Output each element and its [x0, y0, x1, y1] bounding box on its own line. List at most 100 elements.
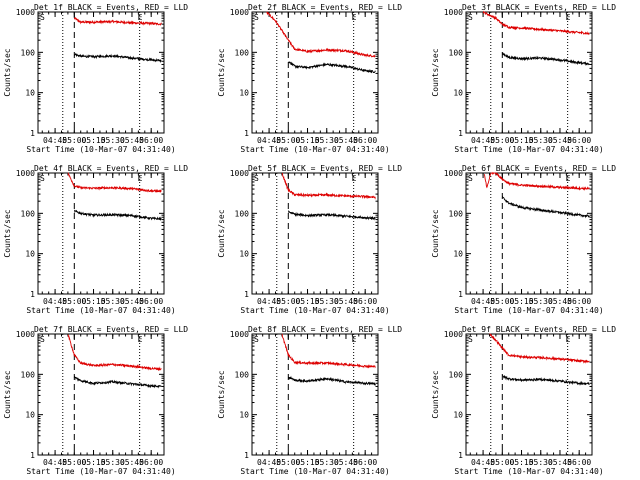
x-tick-label: 05:15 [295, 458, 319, 467]
series-line-events [73, 375, 162, 389]
x-tick-label: 05:15 [81, 458, 105, 467]
y-tick-label: 100 [235, 209, 250, 218]
x-tick-label: 05:15 [509, 458, 533, 467]
start-marker-label: S [468, 174, 473, 183]
y-tick-label: 10 [453, 89, 463, 98]
panel-det-7: Det 7f BLACK = Events, RED = LLD 1 10 100 10… [3, 325, 188, 476]
panel-det-4: Det 4f BLACK = Events, RED = LLD 1 10 100 10… [3, 164, 188, 315]
y-tick-label: 100 [21, 48, 36, 57]
x-tick-label: 05:30 [315, 297, 339, 306]
start-marker-label: S [40, 13, 45, 22]
x-tick-label: 05:30 [529, 297, 553, 306]
y-axis-label: Counts/sec [3, 370, 12, 418]
y-tick-label: 1 [458, 290, 463, 299]
series-line-events [287, 61, 376, 74]
y-tick-label: 1000 [444, 169, 463, 178]
x-tick-label: 06:00 [567, 297, 591, 306]
x-tick-label: 05:00 [62, 136, 86, 145]
x-tick-label: 06:00 [139, 297, 163, 306]
panel-det-9: Det 9f BLACK = Events, RED = LLD 1 10 100 10… [431, 325, 616, 476]
x-tick-label: 06:00 [353, 458, 377, 467]
x-tick-label: 05:30 [529, 458, 553, 467]
x-tick-label: 05:15 [295, 136, 319, 145]
series-line-events [501, 52, 590, 66]
panel-title: Det 3f BLACK = Events, RED = LLD [462, 3, 616, 12]
x-tick-label: 05:00 [490, 458, 514, 467]
y-tick-label: 100 [21, 370, 36, 379]
plot-frame [251, 11, 379, 134]
y-tick-label: 1 [30, 129, 35, 138]
panel-det-1: Det 1f BLACK = Events, RED = LLD 1 10 100 10… [3, 3, 188, 154]
start-marker-label: S [254, 335, 259, 344]
x-tick-label: 05:30 [315, 458, 339, 467]
y-tick-label: 10 [453, 411, 463, 420]
x-tick-label: 04:45 [471, 136, 495, 145]
x-tick-label: 06:00 [353, 297, 377, 306]
y-tick-label: 1 [244, 290, 249, 299]
y-tick-label: 10 [453, 250, 463, 259]
series-line-lld [281, 333, 376, 369]
series-line-lld [73, 16, 162, 26]
series-line-lld [281, 172, 376, 200]
x-tick-label: 05:15 [81, 297, 105, 306]
x-tick-label: 05:45 [548, 458, 572, 467]
x-tick-label: 06:00 [139, 458, 163, 467]
x-tick-label: 05:45 [548, 136, 572, 145]
end-marker-label: E [352, 13, 357, 22]
series-line-events [74, 209, 162, 221]
x-tick-label: 06:00 [567, 458, 591, 467]
y-axis-label: Counts/sec [431, 209, 440, 257]
series-line-events [501, 374, 590, 386]
x-tick-label: 04:45 [471, 458, 495, 467]
x-tick-label: 05:15 [509, 297, 533, 306]
panel-title: Det 7f BLACK = Events, RED = LLD [34, 325, 188, 334]
panel-title: Det 2f BLACK = Events, RED = LLD [248, 3, 402, 12]
end-marker-label: E [138, 174, 143, 183]
y-tick-label: 1000 [16, 330, 35, 339]
x-tick-label: 05:15 [295, 297, 319, 306]
x-tick-label: 04:45 [43, 458, 67, 467]
y-tick-label: 1 [458, 451, 463, 460]
y-tick-label: 1000 [444, 330, 463, 339]
y-tick-label: 1 [458, 129, 463, 138]
y-tick-label: 1 [244, 129, 249, 138]
x-tick-label: 05:00 [276, 297, 300, 306]
y-tick-label: 100 [21, 209, 36, 218]
y-tick-label: 1000 [230, 8, 249, 17]
x-axis-label: Start Time (10-Mar-07 04:31:40) [26, 306, 175, 315]
y-tick-label: 1000 [444, 8, 463, 17]
panel-title: Det 9f BLACK = Events, RED = LLD [462, 325, 616, 334]
x-tick-label: 05:45 [334, 136, 358, 145]
x-tick-label: 06:00 [567, 136, 591, 145]
y-tick-label: 100 [449, 370, 464, 379]
y-tick-label: 1 [244, 451, 249, 460]
y-axis-label: Counts/sec [217, 370, 226, 418]
panel-det-3: Det 3f BLACK = Events, RED = LLD 1 10 100 10… [431, 3, 616, 154]
end-marker-label: E [566, 174, 571, 183]
x-tick-label: 05:45 [334, 458, 358, 467]
y-axis-label: Counts/sec [3, 48, 12, 96]
series-line-events [73, 52, 162, 64]
x-axis-label: Start Time (10-Mar-07 04:31:40) [240, 145, 389, 154]
x-tick-label: 06:00 [353, 136, 377, 145]
start-marker-label: S [254, 13, 259, 22]
x-tick-label: 04:45 [257, 297, 281, 306]
x-tick-label: 05:30 [529, 136, 553, 145]
series-line-events [287, 210, 376, 221]
end-marker-label: E [566, 335, 571, 344]
x-tick-label: 05:00 [276, 136, 300, 145]
panel-det-8: Det 8f BLACK = Events, RED = LLD 1 10 100 10… [217, 325, 402, 476]
plot-frame [465, 172, 593, 295]
plot-frame [251, 333, 379, 456]
x-axis-label: Start Time (10-Mar-07 04:31:40) [454, 145, 603, 154]
x-tick-label: 05:45 [548, 297, 572, 306]
x-axis-label: Start Time (10-Mar-07 04:31:40) [454, 467, 603, 476]
y-tick-label: 1 [30, 290, 35, 299]
y-axis-label: Counts/sec [217, 48, 226, 96]
x-tick-label: 05:30 [101, 458, 125, 467]
x-axis-label: Start Time (10-Mar-07 04:31:40) [240, 467, 389, 476]
start-marker-label: S [468, 13, 473, 22]
y-tick-label: 100 [449, 209, 464, 218]
panel-det-6: Det 6f BLACK = Events, RED = LLD 1 10 100 10… [431, 164, 616, 315]
